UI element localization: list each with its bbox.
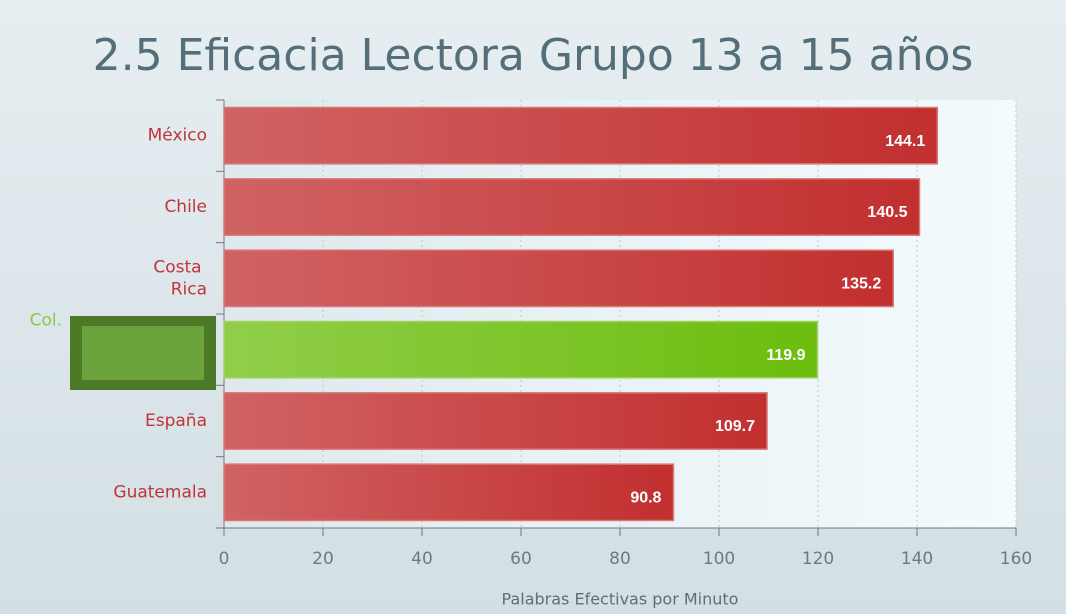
y-tick-label: España bbox=[145, 411, 207, 431]
value-label: 135.2 bbox=[841, 276, 881, 293]
bar bbox=[223, 392, 768, 450]
value-label: 144.1 bbox=[885, 133, 925, 150]
x-tick-label: 0 bbox=[219, 549, 230, 569]
bar bbox=[223, 106, 939, 165]
y-tick-label: México bbox=[148, 126, 207, 146]
y-tick-label: Guatemala bbox=[113, 482, 207, 502]
x-tick-label: 80 bbox=[609, 549, 631, 569]
x-tick-label: 40 bbox=[411, 549, 433, 569]
y-tick-label: Chile bbox=[164, 197, 207, 217]
x-tick-label: 160 bbox=[1000, 549, 1032, 569]
value-label: 109.7 bbox=[715, 418, 755, 435]
x-tick-label: 100 bbox=[703, 549, 735, 569]
y-tick-label: Costa Rica bbox=[153, 257, 207, 299]
bar bbox=[223, 178, 921, 236]
value-label: 140.5 bbox=[867, 204, 907, 221]
bar bbox=[223, 249, 894, 308]
x-tick-label: 60 bbox=[510, 549, 532, 569]
x-tick-label: 140 bbox=[901, 549, 933, 569]
x-tick-label: 20 bbox=[312, 549, 334, 569]
bar bbox=[223, 463, 675, 522]
bar bbox=[223, 320, 819, 379]
chart-title: 2.5 Eficacia Lectora Grupo 13 a 15 años bbox=[93, 30, 974, 81]
value-label: 90.8 bbox=[630, 490, 661, 507]
x-tick-label: 120 bbox=[802, 549, 834, 569]
y-tick-label: Col. bbox=[30, 311, 62, 331]
value-label: 119.9 bbox=[766, 347, 805, 364]
x-axis-label: Palabras Efectivas por Minuto bbox=[502, 590, 739, 609]
highlight-box-inner bbox=[82, 326, 204, 380]
